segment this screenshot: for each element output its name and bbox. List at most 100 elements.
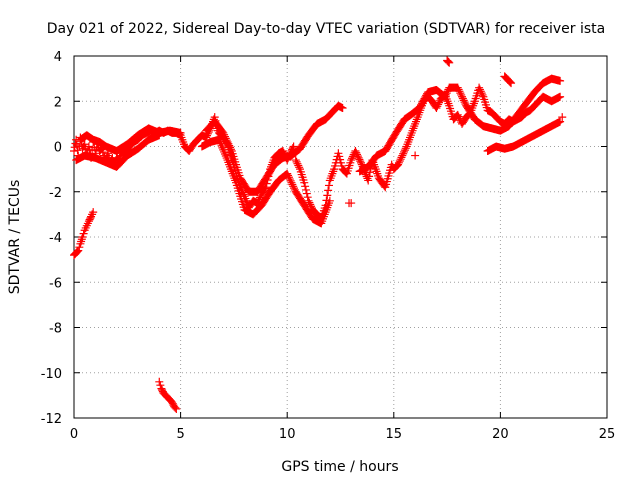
data-point [365,172,374,181]
data-point [78,233,87,241]
data-point [73,247,82,256]
data-point [295,163,304,172]
y-tick-labels: 4 2 0 -2 -4 -6 -8 -10 -12 [41,50,62,427]
data-point [218,143,227,152]
data-point [353,152,362,161]
data-point [300,178,309,187]
x-axis-label: GPS time / hours [281,459,398,475]
data-point [411,151,420,160]
data-point [353,150,362,159]
data-point [216,139,225,148]
data-point [398,151,407,160]
x-tick-label: 10 [279,427,296,442]
data-point [458,92,467,101]
data-point [395,156,404,165]
data-point [286,176,295,185]
data-marks [70,56,567,413]
series-dip [155,377,181,413]
data-point [399,149,408,158]
data-point [301,182,310,191]
data-point [347,156,356,165]
data-point [155,131,164,140]
data-point [455,87,464,96]
data-point [284,173,293,182]
data-point [202,133,211,142]
data-point [434,100,443,109]
data-point [380,181,389,190]
data-point [354,153,363,162]
data-point [453,110,462,119]
data-point [324,181,333,190]
data-point [458,94,467,103]
data-point [176,128,185,137]
data-point [255,193,264,202]
x-tick-labels: 0 5 10 15 20 25 [70,427,615,442]
data-point [284,171,293,180]
series-isolated [345,56,567,208]
data-point [214,135,223,144]
data-point [456,89,465,98]
data-point [556,92,565,101]
data-point [323,191,332,200]
data-point [222,136,231,145]
data-point [301,185,310,194]
data-point [98,148,107,157]
data-point [226,143,235,152]
data-point [217,141,226,150]
data-point [441,90,450,99]
data-point [445,58,454,67]
y-tick-label: -12 [41,412,62,427]
data-point [434,98,443,107]
data-point [442,89,451,98]
series-start-low [70,208,98,260]
data-point [225,141,234,150]
data-point [556,76,565,85]
data-point [239,190,248,199]
data-point [172,404,181,413]
data-point [226,145,235,154]
data-point [325,196,334,205]
data-point [70,147,78,156]
data-point [283,169,292,178]
data-point [397,153,406,162]
data-point [453,83,462,92]
data-point [215,137,224,146]
data-point [506,78,515,87]
data-point [79,229,88,238]
x-tick-label: 25 [599,427,616,442]
data-point [220,147,229,156]
data-point [505,77,514,86]
data-point [221,134,230,143]
data-point [86,214,95,223]
data-point [432,104,441,113]
data-point [324,186,333,195]
data-point [478,90,487,99]
y-tick-label: -8 [49,322,62,337]
data-point [304,196,313,205]
data-point [357,158,366,167]
data-point [457,90,466,99]
x-tick-label: 5 [176,427,184,442]
data-point [171,403,180,412]
data-point [220,132,229,141]
data-point [303,193,312,202]
data-point [345,199,354,208]
axis-ticks [73,55,608,419]
y-tick-label: 2 [54,95,62,110]
y-tick-label: -6 [49,276,62,291]
data-point [507,79,516,88]
data-point [73,146,82,155]
data-point [74,246,83,255]
x-tick-label: 0 [70,427,78,442]
data-point [433,102,442,111]
data-point [289,142,298,151]
data-point [156,381,165,390]
data-point [356,157,365,166]
y-tick-label: -10 [41,367,62,382]
data-point [305,198,314,207]
data-point [290,184,299,193]
chart-title: Day 021 of 2022, Sidereal Day-to-day VTE… [47,21,605,37]
y-tick-label: -4 [49,231,62,246]
data-point [394,158,403,167]
